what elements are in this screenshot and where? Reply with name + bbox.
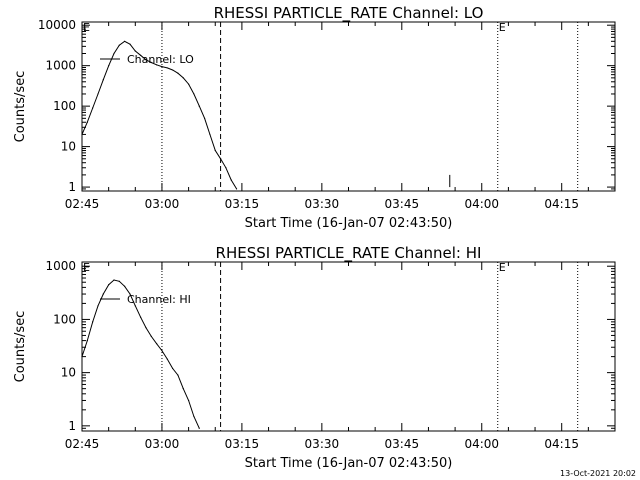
data-point bbox=[81, 133, 83, 136]
x-tick-label: 03:00 bbox=[145, 437, 180, 451]
x-tick-label: 03:30 bbox=[305, 437, 340, 451]
data-point bbox=[177, 374, 179, 376]
x-axis-label-lo: Start Time (16-Jan-07 02:43:50) bbox=[245, 216, 453, 231]
data-point bbox=[86, 121, 88, 123]
data-point bbox=[235, 188, 238, 190]
chart-hi-channel: RHESSI PARTICLE_RATE Channel: HI 1 10 100 10… bbox=[13, 244, 616, 471]
y-tick-label: 10 bbox=[61, 140, 76, 154]
data-point bbox=[166, 358, 168, 360]
series-line-lo bbox=[81, 40, 238, 190]
data-point bbox=[150, 335, 152, 337]
data-point bbox=[108, 65, 110, 67]
event-marker: E bbox=[499, 21, 506, 34]
x-tick-label: 04:15 bbox=[544, 197, 579, 211]
event-marker: E bbox=[83, 261, 90, 274]
data-point bbox=[230, 179, 232, 181]
data-point bbox=[198, 105, 200, 107]
y-tick-label: 1 bbox=[68, 180, 76, 194]
x-tick-label: 03:15 bbox=[225, 437, 260, 451]
data-point bbox=[134, 305, 136, 307]
data-point bbox=[86, 339, 88, 342]
data-point bbox=[219, 158, 222, 160]
event-marker: E bbox=[83, 21, 90, 34]
y-tick-label: 1000 bbox=[45, 259, 76, 273]
y-tick-label: 10 bbox=[61, 366, 76, 380]
x-tick-label: 03:45 bbox=[385, 197, 420, 211]
data-point bbox=[209, 133, 211, 136]
data-point bbox=[198, 427, 200, 429]
data-point bbox=[193, 415, 195, 418]
x-tick-label: 02:45 bbox=[65, 197, 100, 211]
data-point bbox=[161, 349, 163, 352]
data-point bbox=[150, 61, 152, 64]
data-point bbox=[156, 343, 158, 345]
data-point bbox=[166, 67, 168, 69]
data-point bbox=[118, 44, 120, 46]
date-stamp: 13-Oct-2021 20:02 bbox=[560, 469, 636, 478]
data-point bbox=[102, 79, 104, 81]
data-point bbox=[97, 305, 99, 307]
x-tick-label: 02:45 bbox=[65, 437, 100, 451]
y-axis-label-lo: Counts/sec bbox=[13, 71, 28, 143]
data-point bbox=[172, 367, 174, 370]
data-point bbox=[188, 399, 190, 402]
data-point bbox=[102, 293, 104, 295]
data-point bbox=[177, 72, 179, 74]
data-point bbox=[156, 64, 158, 66]
legend-label: Channel: LO bbox=[127, 53, 194, 66]
chart-title-lo: RHESSI PARTICLE_RATE Channel: LO bbox=[214, 4, 484, 23]
legend-label: Channel: HI bbox=[127, 293, 191, 306]
data-point bbox=[124, 285, 126, 287]
y-tick-label: 1 bbox=[68, 419, 76, 433]
data-point bbox=[97, 93, 99, 95]
y-tick-label: 10000 bbox=[38, 18, 76, 32]
data-point bbox=[193, 93, 195, 95]
data-point bbox=[225, 167, 227, 169]
data-point bbox=[182, 77, 184, 79]
x-tick-label: 03:00 bbox=[145, 197, 180, 211]
data-point bbox=[182, 388, 184, 390]
data-point bbox=[113, 279, 115, 281]
data-point bbox=[172, 69, 174, 71]
data-point bbox=[188, 83, 190, 85]
x-axis-label-hi: Start Time (16-Jan-07 02:43:50) bbox=[245, 456, 453, 471]
data-point bbox=[214, 149, 216, 152]
data-point bbox=[129, 43, 131, 45]
data-point bbox=[124, 40, 126, 42]
data-point bbox=[92, 107, 94, 109]
x-tick-label: 03:45 bbox=[385, 437, 420, 451]
chart-lo-channel: RHESSI PARTICLE_RATE Channel: LO 1 10 100 10… bbox=[13, 4, 616, 231]
event-marker: E bbox=[499, 261, 506, 274]
x-tick-label: 04:00 bbox=[464, 437, 499, 451]
data-point bbox=[108, 284, 110, 286]
data-point bbox=[161, 65, 163, 68]
data-point bbox=[203, 117, 206, 119]
data-point bbox=[118, 280, 120, 282]
x-tick-label: 03:30 bbox=[305, 197, 340, 211]
y-tick-label: 100 bbox=[53, 99, 76, 113]
data-point bbox=[134, 50, 136, 52]
data-point bbox=[113, 52, 115, 55]
x-tick-label: 04:00 bbox=[464, 197, 499, 211]
x-tick-label: 04:15 bbox=[544, 437, 579, 451]
y-tick-label: 100 bbox=[53, 312, 76, 326]
data-point bbox=[92, 321, 94, 323]
chart-title-hi: RHESSI PARTICLE_RATE Channel: HI bbox=[216, 244, 482, 263]
x-tick-label: 03:15 bbox=[225, 197, 260, 211]
data-point bbox=[145, 59, 147, 61]
data-point bbox=[140, 316, 142, 318]
data-point bbox=[145, 327, 147, 329]
y-tick-label: 1000 bbox=[45, 59, 76, 73]
y-axis-label-hi: Counts/sec bbox=[13, 311, 28, 383]
data-point bbox=[129, 293, 131, 295]
data-point bbox=[81, 356, 83, 358]
data-point bbox=[140, 54, 142, 56]
